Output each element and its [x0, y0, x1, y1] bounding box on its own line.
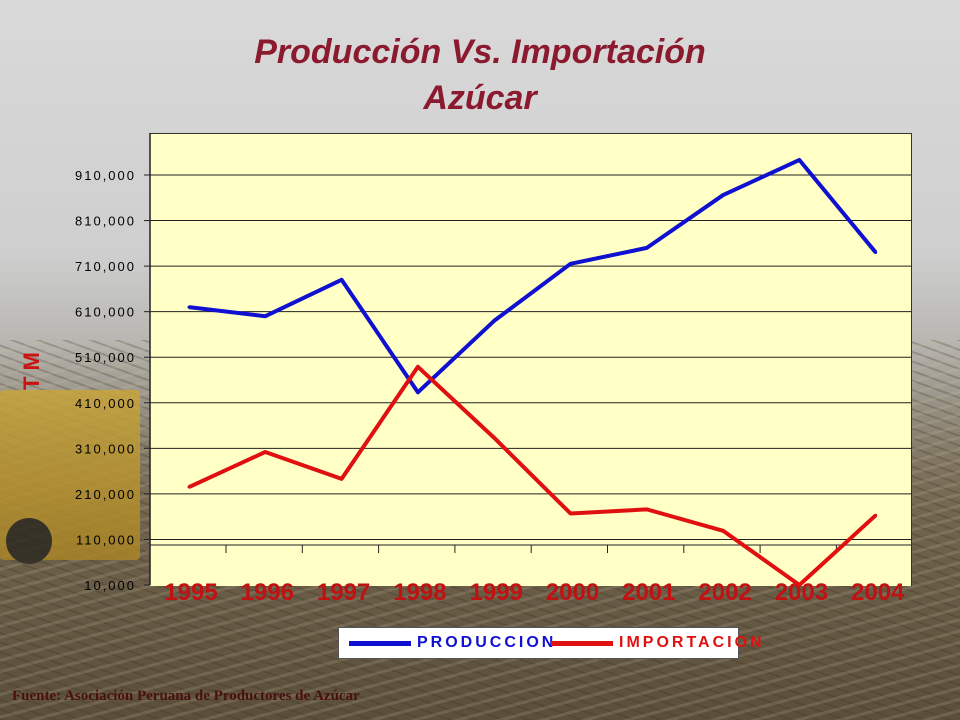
data-point-importacion	[797, 583, 801, 587]
data-point-importacion	[187, 485, 191, 489]
y-tick-label: 210,000	[75, 487, 136, 502]
x-tick-label: 2004	[851, 579, 905, 606]
y-tick-label: 110,000	[76, 532, 136, 547]
data-point-produccion	[340, 278, 344, 282]
data-point-produccion	[187, 305, 191, 309]
data-point-produccion	[416, 390, 420, 394]
data-point-produccion	[797, 158, 801, 162]
legend-label-importacion: IMPORTACION	[619, 634, 765, 651]
data-point-produccion	[874, 250, 878, 254]
x-tick-label: 2001	[622, 579, 675, 606]
chart-title-line2: Azúcar	[423, 79, 537, 117]
series-line-importacion	[188, 364, 878, 587]
source-note: Fuente: Asociación Peruana de Productore…	[12, 688, 360, 704]
y-tick-label: 510,000	[75, 350, 136, 365]
y-tick-label: 910,000	[75, 168, 136, 183]
x-tick-label: 2002	[698, 579, 751, 606]
x-tick-label: 2000	[546, 579, 599, 606]
data-point-produccion	[263, 314, 267, 318]
y-tick-label: 810,000	[75, 214, 136, 229]
y-tick-label: 410,000	[75, 396, 136, 411]
data-point-importacion	[340, 477, 344, 481]
legend-swatch-importacion	[551, 640, 613, 646]
truck-background	[0, 390, 140, 564]
data-point-produccion	[721, 193, 725, 197]
y-axis-label: TM	[19, 346, 44, 390]
chart-title-line1: Producción Vs. Importación	[254, 33, 706, 71]
data-point-produccion	[645, 246, 649, 250]
x-tick-label: 1999	[470, 579, 523, 606]
x-tick-label: 1997	[317, 579, 370, 606]
legend-item-produccion: PRODUCCION	[349, 628, 556, 658]
data-point-produccion	[492, 319, 496, 323]
data-point-importacion	[874, 513, 878, 517]
plot-area	[150, 133, 912, 586]
y-tick-label: 310,000	[75, 441, 136, 456]
data-point-produccion	[569, 262, 572, 266]
legend-label-produccion: PRODUCCION	[417, 634, 557, 651]
data-point-importacion	[263, 450, 267, 454]
y-tick-label: 710,000	[75, 259, 136, 274]
data-point-importacion	[416, 365, 420, 369]
legend-swatch-produccion	[349, 640, 411, 646]
y-tick-label: 10,000	[84, 578, 136, 593]
data-point-importacion	[721, 529, 725, 533]
data-point-importacion	[645, 507, 649, 511]
series-line-produccion	[188, 157, 878, 395]
legend-item-importacion: IMPORTACION	[551, 628, 765, 658]
truck-wheel	[6, 518, 52, 564]
legend: PRODUCCION IMPORTACION	[338, 627, 762, 659]
data-point-importacion	[569, 511, 572, 515]
y-tick-label: 610,000	[75, 305, 136, 320]
x-tick-label: 1998	[393, 579, 446, 606]
x-tick-label: 1996	[241, 579, 294, 606]
data-point-importacion	[492, 436, 496, 440]
x-tick-label: 1995	[164, 579, 217, 606]
